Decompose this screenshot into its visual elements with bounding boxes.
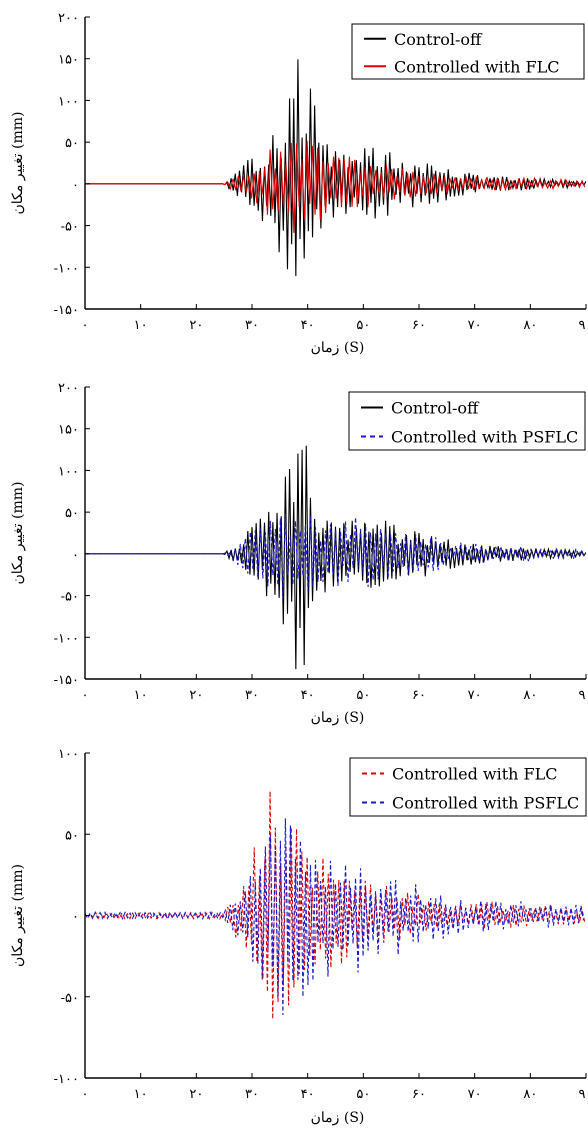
x-tick-label: ۰ xyxy=(82,318,89,333)
x-axis-label: زمان (S) xyxy=(311,710,365,726)
legend-label: Controlled with FLC xyxy=(394,57,560,76)
legend: Control-off Controlled with PSFLC xyxy=(348,391,586,451)
y-tick-label: ۱۵۰ xyxy=(58,423,79,438)
x-tick-label: ۷۰ xyxy=(468,318,482,333)
x-tick-label: ۷۰ xyxy=(468,688,482,703)
x-tick-label: ۸۰ xyxy=(523,688,537,703)
y-axis-label: تغییر مکان (mm) xyxy=(10,864,26,967)
x-tick-label: ۲۰ xyxy=(189,1087,203,1102)
y-tick-label: ۰ xyxy=(72,910,79,925)
x-tick-label: ۴۰ xyxy=(301,1087,315,1102)
x-tick-label: ۲۰ xyxy=(189,318,203,333)
x-tick-label: ۳۰ xyxy=(245,688,259,703)
series-line-2 xyxy=(85,514,585,599)
y-axis-label: تغییر مکان (mm) xyxy=(10,482,26,585)
x-tick-label: ۸۰ xyxy=(523,1087,537,1102)
series-line-1 xyxy=(85,791,586,1020)
y-tick-label: ۲۰۰ xyxy=(58,11,79,26)
legend: Controlled with FLC Controlled with PSFLC xyxy=(349,757,587,817)
x-tick-label: ۶۰ xyxy=(412,1087,426,1102)
x-tick-label: ۷۰ xyxy=(468,1087,482,1102)
y-tick-label: ۲۰۰ xyxy=(58,381,79,396)
x-tick-label: ۶۰ xyxy=(412,318,426,333)
x-tick-label: ۵۰ xyxy=(356,688,370,703)
y-tick-label: ۰ xyxy=(72,178,79,193)
series-line-1 xyxy=(85,59,586,277)
y-tick-label: ۱۵۰ xyxy=(58,53,79,68)
x-tick-label: ۱۰ xyxy=(134,688,148,703)
y-tick-label: ۰ xyxy=(72,548,79,563)
x-tick-label: ۰ xyxy=(82,1087,89,1102)
x-tick-label: ۴۰ xyxy=(301,688,315,703)
x-tick-label: ۲۰ xyxy=(189,688,203,703)
legend-label: Control-off xyxy=(394,30,483,49)
y-tick-label: ۵۰ xyxy=(65,828,79,843)
legend-box xyxy=(349,757,587,817)
legend-box xyxy=(351,23,585,80)
series-line-2 xyxy=(85,818,585,1016)
x-axis-label: زمان (S) xyxy=(311,340,365,356)
y-tick-label: -۵۰ xyxy=(61,590,79,605)
x-tick-label: ۶۰ xyxy=(412,688,426,703)
y-tick-label: -۱۰۰ xyxy=(54,261,79,276)
y-tick-label: -۱۵۰ xyxy=(54,673,79,688)
x-tick-label: ۱۰ xyxy=(134,318,148,333)
legend-label: Controlled with PSFLC xyxy=(392,794,579,813)
legend-box xyxy=(348,391,586,451)
y-tick-label: ۱۰۰ xyxy=(58,747,79,762)
x-axis-label: زمان (S) xyxy=(311,1110,365,1126)
y-tick-label: -۱۰۰ xyxy=(54,631,79,646)
x-tick-label: ۵۰ xyxy=(356,1087,370,1102)
y-tick-label: ۱۰۰ xyxy=(58,94,79,109)
series-line-1 xyxy=(85,445,586,670)
y-tick-label: ۵۰ xyxy=(65,136,79,151)
series-line-2 xyxy=(85,140,586,233)
y-tick-label: -۵۰ xyxy=(61,991,79,1006)
x-tick-label: ۹ xyxy=(579,688,586,703)
y-axis-label: تغییر مکان (mm) xyxy=(10,112,26,215)
x-tick-label: ۸۰ xyxy=(523,318,537,333)
legend-label: Controlled with FLC xyxy=(392,765,558,784)
y-tick-label: -۱۵۰ xyxy=(54,303,79,318)
x-tick-label: ۰ xyxy=(82,688,89,703)
y-tick-label: -۵۰ xyxy=(61,220,79,235)
legend-label: Control-off xyxy=(391,399,480,418)
x-tick-label: ۳۰ xyxy=(245,318,259,333)
x-tick-label: ۳۰ xyxy=(245,1087,259,1102)
y-tick-label: ۱۰۰ xyxy=(58,464,79,479)
legend: Control-off Controlled with FLC xyxy=(351,23,585,80)
x-tick-label: ۱۰ xyxy=(134,1087,148,1102)
x-tick-label: ۹ xyxy=(579,318,586,333)
legend-label: Controlled with PSFLC xyxy=(391,428,578,447)
y-tick-label: ۵۰ xyxy=(65,506,79,521)
x-tick-label: ۴۰ xyxy=(301,318,315,333)
x-tick-label: ۵۰ xyxy=(356,318,370,333)
x-tick-label: ۹ xyxy=(579,1087,586,1102)
y-tick-label: -۱۰۰ xyxy=(54,1072,79,1087)
